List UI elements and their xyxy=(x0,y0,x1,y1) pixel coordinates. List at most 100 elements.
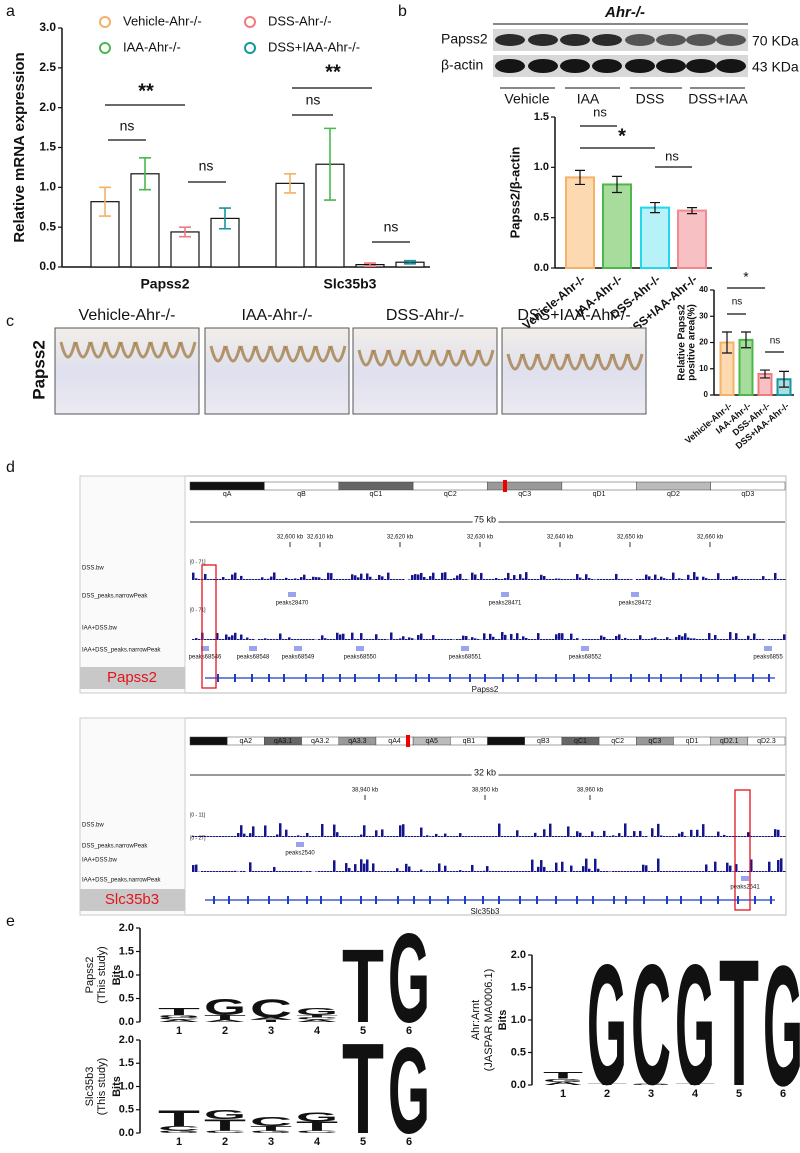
y-tick-label: 1.0 xyxy=(119,1080,134,1092)
signal-bar xyxy=(240,825,243,837)
lane-label: Vehicle xyxy=(504,91,549,107)
exon xyxy=(630,674,632,682)
signal-bar xyxy=(336,871,339,872)
signal-bar xyxy=(411,871,414,872)
signal-bar xyxy=(588,639,591,640)
band-label: qC2 xyxy=(444,491,457,498)
exon xyxy=(610,674,612,682)
x-tick-label: 3 xyxy=(648,1088,654,1100)
signal-bar xyxy=(384,579,387,580)
signal-bar xyxy=(471,864,474,872)
signal-bar xyxy=(738,836,741,837)
signal-bar xyxy=(642,578,645,580)
signal-bar xyxy=(351,632,354,640)
signal-bar xyxy=(390,871,393,872)
signal-bar xyxy=(603,871,606,872)
signal-bar xyxy=(768,639,771,640)
signal-bar xyxy=(438,579,441,580)
signal-bar xyxy=(480,572,483,580)
signal-bar xyxy=(597,868,600,872)
signal-bar xyxy=(234,572,237,580)
signal-bar xyxy=(471,572,474,580)
logo-letter: T xyxy=(342,1018,384,1153)
signal-bar xyxy=(732,836,735,837)
signal-bar xyxy=(666,871,669,872)
error-bar xyxy=(364,262,376,268)
signal-bar xyxy=(597,579,600,580)
significance-label: * xyxy=(618,125,626,147)
signal-bar xyxy=(375,830,378,837)
track-name: DSS_peaks.narrowPeak xyxy=(82,594,148,600)
signal-bar xyxy=(771,579,774,580)
peak xyxy=(501,592,509,597)
y-axis-label: positive area(%) xyxy=(687,304,698,381)
ideogram-band xyxy=(487,481,563,491)
exon xyxy=(482,896,484,904)
signal-bar xyxy=(618,871,621,872)
signal-bar xyxy=(747,871,750,872)
signal-bar xyxy=(279,633,282,640)
exon xyxy=(428,674,430,682)
peak xyxy=(201,646,209,651)
exon xyxy=(613,896,615,904)
signal-bar xyxy=(312,836,315,837)
signal-bar xyxy=(309,639,312,640)
signal-bar xyxy=(492,871,495,872)
exon xyxy=(734,674,736,682)
signal-bar xyxy=(282,639,285,640)
signal-bar xyxy=(552,639,555,640)
signal-bar xyxy=(510,579,513,580)
histology-image xyxy=(352,327,498,415)
signal-bar xyxy=(240,575,243,580)
signal-bar xyxy=(567,639,570,640)
signal-bar xyxy=(654,574,657,580)
signal-bar xyxy=(345,836,348,837)
ideogram-marker xyxy=(503,480,507,492)
y-tick-label: 1.5 xyxy=(534,111,549,123)
peak-label: peaks28471 xyxy=(489,601,522,607)
signal-bar xyxy=(582,579,585,580)
signal-bar xyxy=(366,836,369,837)
signal-bar xyxy=(693,638,696,640)
blot-band xyxy=(625,34,655,46)
signal-bar xyxy=(603,579,606,580)
signal-bar xyxy=(465,836,468,837)
signal-bar xyxy=(249,579,252,580)
x-tick-label: 2 xyxy=(604,1088,610,1100)
signal-bar xyxy=(387,836,390,837)
signal-bar xyxy=(543,829,546,837)
signal-bar xyxy=(417,871,420,872)
signal-bar xyxy=(438,863,441,872)
crypt xyxy=(462,349,480,367)
signal-bar xyxy=(399,871,402,872)
signal-bar xyxy=(363,639,366,640)
signal-bar xyxy=(510,836,513,837)
signal-bar xyxy=(708,579,711,580)
exon xyxy=(484,674,486,682)
signal-bar xyxy=(495,639,498,640)
signal-bar xyxy=(432,871,435,872)
signal-bar xyxy=(201,836,204,837)
signal-bar xyxy=(471,836,474,837)
crypt xyxy=(432,349,450,367)
y-tick-label: 0.5 xyxy=(119,992,134,1004)
signal-bar xyxy=(456,639,459,640)
signal-bar xyxy=(771,639,774,640)
coordinate-label: 32,610 kb xyxy=(307,535,334,541)
signal-bar xyxy=(678,833,681,837)
panel-label: a xyxy=(6,3,15,20)
signal-bar xyxy=(576,831,579,837)
y-tick-label: 0.5 xyxy=(39,219,56,233)
signal-bar xyxy=(267,639,270,640)
browser-left xyxy=(79,717,186,916)
signal-bar xyxy=(600,579,603,580)
exon xyxy=(535,674,537,682)
coordinate-label: 32,620 kb xyxy=(387,535,414,541)
signal-bar xyxy=(474,638,477,640)
signal-bar xyxy=(675,836,678,837)
signal-bar xyxy=(369,576,372,580)
signal-bar xyxy=(588,868,591,872)
signal-bar xyxy=(567,826,570,837)
signal-bar xyxy=(285,577,288,580)
signal-bar xyxy=(345,639,348,640)
